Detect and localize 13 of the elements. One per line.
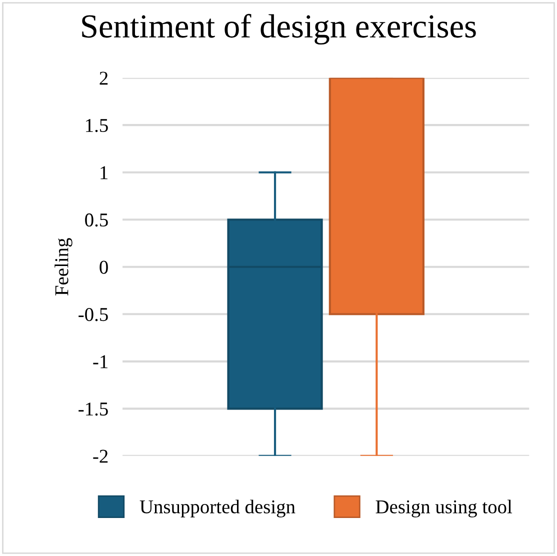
y-tick-label: 2: [100, 72, 108, 85]
y-axis-title: Feeling: [54, 238, 72, 296]
y-tick-label: -2: [93, 450, 108, 463]
y-tick-label: -0.5: [78, 308, 108, 322]
legend-label: Unsupported design: [140, 500, 296, 518]
y-tick-label: 1.5: [86, 119, 108, 132]
y-tick-label: -1.5: [78, 402, 108, 416]
y-tick-label: 1: [100, 166, 108, 180]
chart-title: Sentiment of design exercises: [82, 14, 476, 45]
y-tick-label: -1: [93, 355, 108, 368]
legend-label: Design using tool: [376, 500, 512, 518]
y-tick-label: 0: [100, 260, 108, 274]
y-tick-label: 0.5: [85, 213, 108, 227]
